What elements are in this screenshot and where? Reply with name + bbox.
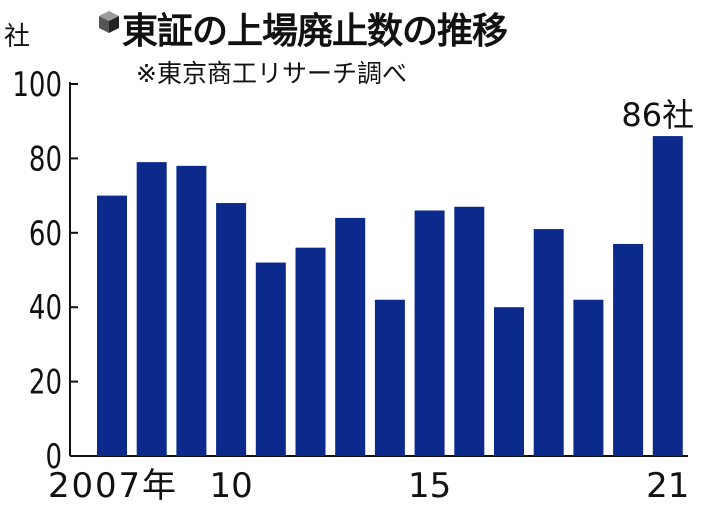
bar [573, 299, 604, 456]
bar [176, 165, 207, 456]
annotation-label: 86社 [621, 96, 694, 134]
bar [652, 136, 683, 456]
y-tick-label: 60 [29, 215, 62, 254]
chart-subtitle: ※東京商工リサーチ調べ [136, 59, 407, 88]
title-cube-icon [98, 10, 120, 38]
bar [97, 195, 127, 456]
bar [136, 162, 167, 456]
y-unit-label: 社 [4, 22, 31, 52]
x-tick-label: 21 [646, 466, 689, 505]
bar [216, 203, 247, 456]
bar [374, 299, 405, 456]
bar [414, 210, 445, 456]
bar [494, 307, 524, 456]
bar [295, 247, 326, 456]
y-tick-label: 100 [12, 66, 62, 105]
bar [454, 206, 485, 456]
y-tick-label: 40 [29, 289, 62, 328]
bar [533, 229, 564, 456]
y-tick-label: 0 [45, 438, 62, 477]
y-tick-label: 80 [29, 140, 62, 179]
x-tick-label: 15 [408, 466, 451, 505]
chart-title: 東証の上場廃止数の推移 [122, 11, 508, 52]
bar [613, 243, 644, 456]
y-tick-label: 20 [29, 363, 62, 402]
bar [335, 217, 366, 456]
bar [255, 262, 286, 456]
x-tick-label: 2007年 [48, 466, 176, 505]
x-tick-label: 10 [209, 466, 252, 505]
